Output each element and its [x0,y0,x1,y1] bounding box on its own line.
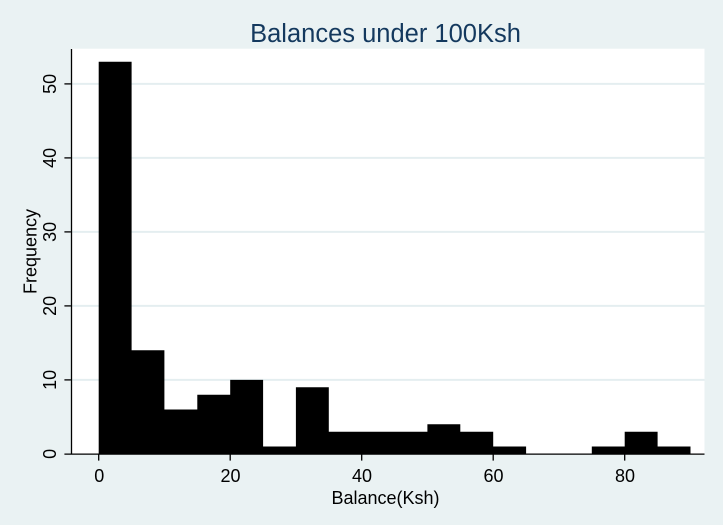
svg-text:20: 20 [220,466,240,486]
svg-text:Balances under 100Ksh: Balances under 100Ksh [250,20,521,48]
svg-text:40: 40 [352,466,372,486]
svg-text:0: 0 [40,449,60,459]
svg-text:20: 20 [40,296,60,316]
svg-text:Balance(Ksh): Balance(Ksh) [331,488,439,508]
svg-text:80: 80 [615,466,635,486]
svg-text:40: 40 [40,148,60,168]
svg-text:0: 0 [94,466,104,486]
svg-text:50: 50 [40,74,60,94]
svg-text:60: 60 [483,466,503,486]
svg-text:Frequency: Frequency [21,209,41,294]
svg-text:10: 10 [40,370,60,390]
svg-text:30: 30 [40,222,60,242]
